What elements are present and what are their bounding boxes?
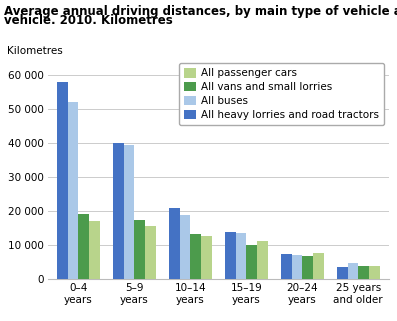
Bar xyxy=(191,234,201,279)
Bar xyxy=(113,143,124,279)
Bar xyxy=(57,82,68,279)
Text: Average annual driving distances, by main type of vehicle and age of: Average annual driving distances, by mai… xyxy=(4,5,397,18)
Bar xyxy=(180,214,191,279)
Text: vehicle. 2010. Kilometres: vehicle. 2010. Kilometres xyxy=(4,14,173,27)
Bar xyxy=(89,221,100,279)
Legend: All passenger cars, All vans and small lorries, All buses, All heavy lorries and: All passenger cars, All vans and small l… xyxy=(179,63,384,125)
Bar xyxy=(302,256,313,279)
Bar xyxy=(358,266,369,279)
Bar xyxy=(369,266,380,279)
Bar xyxy=(225,231,236,279)
Bar xyxy=(313,253,324,279)
Bar xyxy=(135,220,145,279)
Bar xyxy=(201,236,212,279)
Bar xyxy=(145,226,156,279)
Bar xyxy=(169,208,180,279)
Bar xyxy=(236,233,246,279)
Bar xyxy=(257,241,268,279)
Bar xyxy=(337,267,348,279)
Bar xyxy=(124,145,135,279)
Bar xyxy=(246,245,257,279)
Bar xyxy=(68,102,79,279)
Bar xyxy=(292,255,302,279)
Bar xyxy=(281,254,292,279)
Text: Kilometres: Kilometres xyxy=(7,46,62,56)
Bar xyxy=(348,263,358,279)
Bar xyxy=(79,214,89,279)
